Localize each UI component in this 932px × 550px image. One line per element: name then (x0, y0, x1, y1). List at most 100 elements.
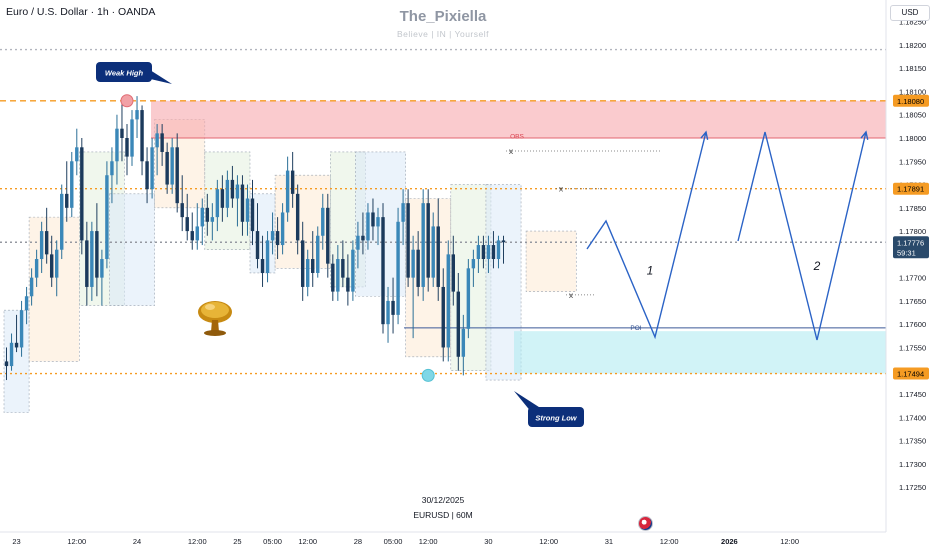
weak-high-callout (96, 62, 152, 82)
candle-body (456, 291, 461, 357)
price-label-1.17494 (893, 367, 929, 380)
time-tick-label: 31 (605, 537, 613, 546)
candle-body (295, 193, 300, 241)
candle-body (145, 161, 149, 190)
candle-body (275, 231, 280, 246)
callout-pointer (514, 391, 542, 413)
time-tick-label: 12:00 (660, 537, 679, 546)
watermark-title: The_Pixiella (399, 8, 487, 25)
price-label-text: 1.17776 (897, 238, 924, 247)
currency-button[interactable]: USD (890, 5, 930, 21)
candle-body (346, 277, 350, 292)
price-tick-label: 1.17400 (899, 413, 926, 422)
price-tick-label: 1.17950 (899, 157, 926, 166)
candle-body (44, 231, 49, 255)
candle-body (170, 147, 174, 185)
projection-path-1 (586, 131, 707, 340)
poi-zone (514, 331, 886, 374)
candle-body (336, 259, 340, 292)
time-tick-label: 12:00 (67, 537, 86, 546)
candle-body (175, 147, 179, 204)
candle-body (130, 119, 134, 157)
candle-body (65, 193, 69, 208)
candle-body (461, 328, 466, 357)
weak-high-marker (120, 94, 134, 108)
x-marker: x (559, 185, 563, 194)
candle-body (376, 217, 380, 227)
candle-body (361, 235, 365, 241)
range-box (28, 216, 80, 362)
candle-body (351, 249, 355, 292)
x-marker: x (569, 291, 573, 300)
candle-body (39, 231, 44, 260)
callout-pointer (146, 70, 172, 84)
candle-body (431, 226, 435, 278)
candle-body (386, 300, 390, 325)
time-tick-label: 05:00 (263, 537, 282, 546)
candle-body (466, 268, 471, 329)
time-tick-label: 2026 (721, 537, 738, 546)
price-tick-label: 1.17250 (899, 483, 926, 492)
candle-body (180, 203, 184, 218)
candle-body (401, 203, 405, 222)
candle-body (14, 342, 19, 348)
x-marker: x (509, 147, 513, 156)
price-label-1.18080 (893, 94, 929, 107)
candle-body (29, 277, 34, 297)
candle-body (356, 235, 360, 250)
candle-body (155, 133, 159, 148)
projection-arrowhead (860, 130, 869, 140)
time-tick-label: 12:00 (419, 537, 438, 546)
candle-body (200, 207, 204, 227)
candle-body (441, 286, 445, 348)
candle-body (55, 249, 59, 278)
candle-body (225, 179, 230, 208)
us-flag-icon[interactable] (638, 516, 653, 531)
time-tick-label: 25 (233, 537, 241, 546)
projection-path-2 (737, 131, 867, 341)
candle-body (9, 342, 14, 367)
projection-arrowhead (700, 130, 709, 140)
time-tick-label: 05:00 (384, 537, 403, 546)
countdown-text: 59:31 (897, 248, 916, 257)
candle-body (4, 361, 9, 367)
zone-label-obs: OBS (510, 134, 524, 141)
candle-body (85, 240, 89, 287)
candle-body (49, 254, 54, 278)
candle-body (476, 245, 481, 260)
candle-body (150, 147, 154, 190)
symbol-title[interactable]: Euro / U.S. Dollar · 1h · OANDA (6, 6, 156, 18)
candle-body (140, 110, 144, 162)
candle-body (70, 161, 74, 208)
candle-body (491, 245, 496, 260)
candle-body (371, 212, 375, 227)
price-axis (886, 0, 932, 550)
golden-tree-icon (198, 301, 232, 336)
candle-body (311, 259, 315, 273)
price-tick-label: 1.17450 (899, 390, 926, 399)
candle-body (366, 212, 370, 241)
caption-symbol: EURUSD | 60M (413, 510, 473, 520)
range-box (525, 230, 577, 292)
candle-body (230, 179, 235, 199)
range-box (109, 193, 155, 306)
price-label-text: 1.17494 (897, 370, 924, 379)
candle-body (75, 147, 79, 162)
supply-zone (151, 100, 886, 138)
zone-label-2: 2 (813, 259, 821, 273)
candle-body (421, 203, 425, 287)
candle-body (210, 217, 215, 222)
candle-body (321, 207, 325, 236)
price-label-text: 1.18080 (897, 97, 924, 106)
candle-body (316, 235, 320, 273)
candle-body (24, 296, 29, 311)
strong-low-callout (528, 407, 584, 427)
price-label-1.17891 (893, 182, 929, 195)
candle-body (205, 207, 210, 222)
zone-label-poi: POI (630, 325, 641, 332)
candle-body (160, 133, 164, 152)
candle-body (396, 221, 400, 315)
candle-body (306, 259, 310, 287)
candle-body (501, 240, 506, 243)
